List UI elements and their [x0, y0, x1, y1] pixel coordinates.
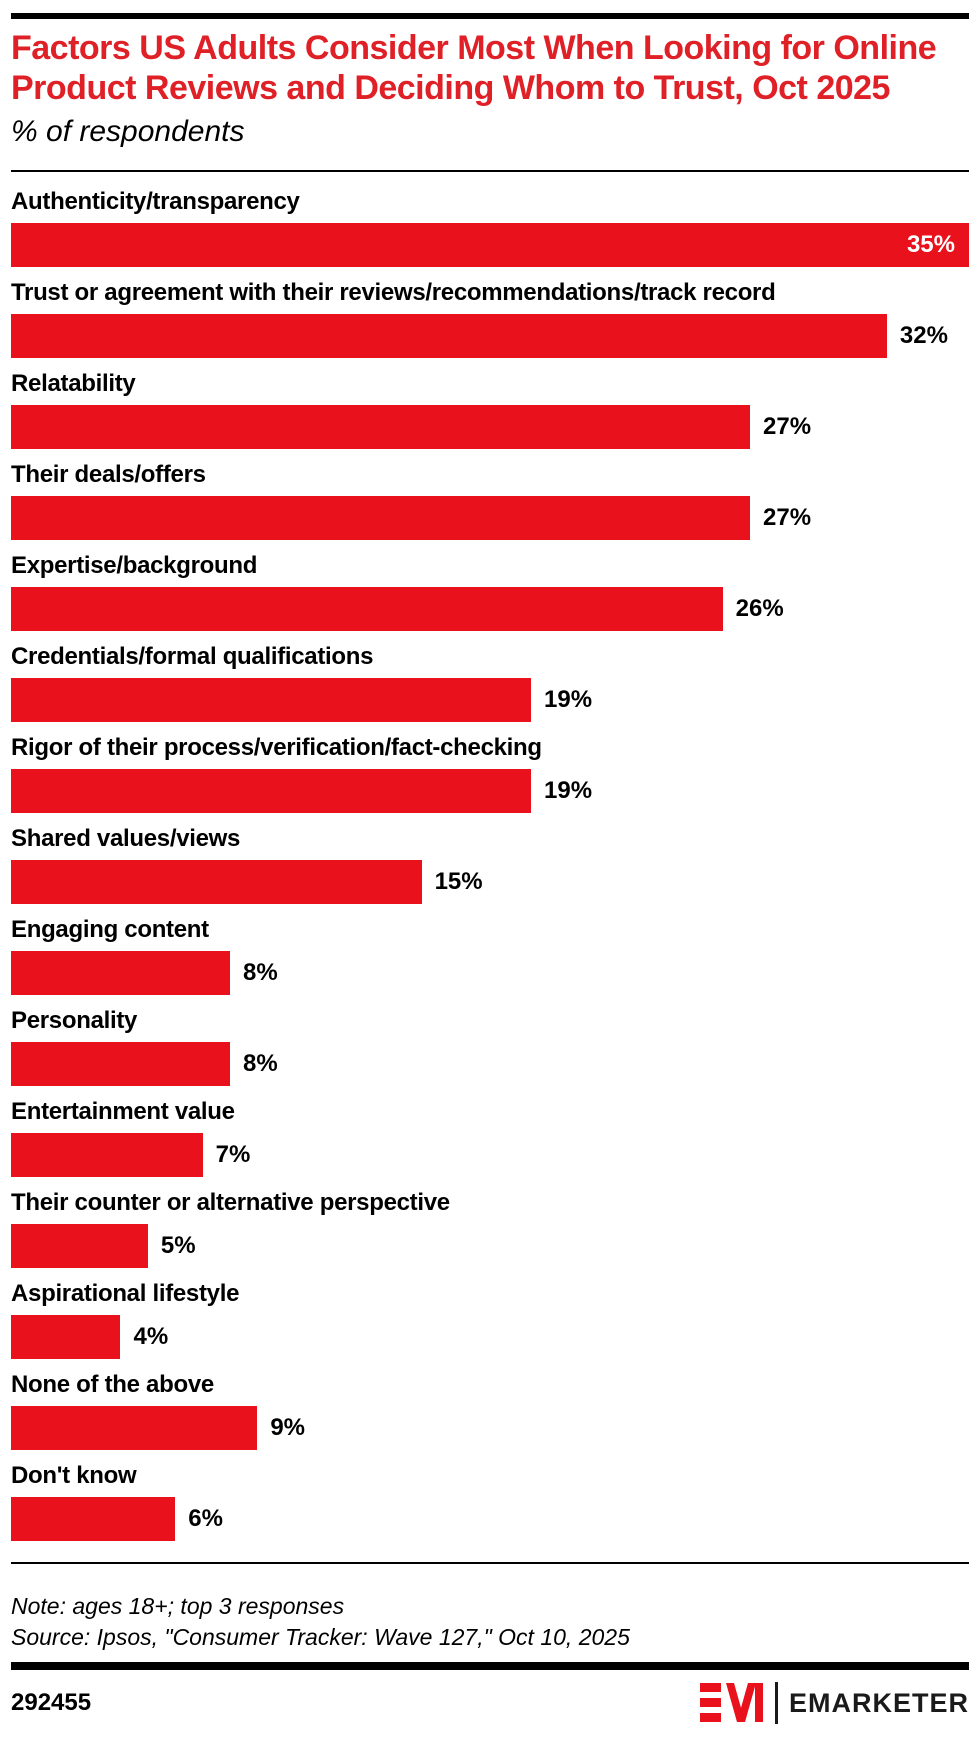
header-divider	[11, 170, 969, 172]
bar-track: 15%	[11, 860, 969, 904]
value-label: 8%	[242, 1050, 278, 1077]
brand-name: EMARKETER	[788, 1687, 969, 1718]
bar-track: 6%	[11, 1497, 969, 1541]
value-label: 35%	[906, 231, 955, 258]
bar	[11, 769, 532, 813]
value-label: 7%	[215, 1141, 251, 1168]
category-label: None of the above	[11, 1371, 214, 1398]
bar	[11, 1133, 203, 1177]
category-label: Personality	[11, 1007, 138, 1034]
category-label: Their deals/offers	[11, 461, 206, 488]
bar-row: Expertise/background 26%	[11, 551, 969, 631]
category-label: Their counter or alternative perspective	[11, 1189, 450, 1216]
value-label: 19%	[544, 777, 593, 804]
bar-row: Rigor of their process/verification/fact…	[11, 733, 969, 813]
bar-track: 5%	[11, 1224, 969, 1268]
bar-track: 8%	[11, 951, 969, 995]
bar	[11, 223, 969, 267]
bar	[11, 951, 230, 995]
bar-track: 32%	[11, 314, 969, 358]
value-label: 27%	[763, 504, 812, 531]
category-label: Credentials/formal qualifications	[11, 643, 374, 670]
bar-row: Entertainment value 7%	[11, 1097, 969, 1177]
footer-rule	[11, 1662, 969, 1670]
bar	[11, 1042, 230, 1086]
category-label: Entertainment value	[11, 1098, 235, 1125]
brand-divider	[774, 1682, 778, 1724]
category-label: Shared values/views	[11, 825, 241, 852]
bar	[11, 1406, 258, 1450]
source-line: Source: Ipsos, "Consumer Tracker: Wave 1…	[11, 1624, 630, 1650]
bar-row: Aspirational lifestyle 4%	[11, 1279, 969, 1359]
page-subtitle: % of respondents	[11, 115, 245, 148]
chart-page: { "header": { "title": "Factors US Adult…	[0, 13, 980, 1754]
value-label: 8%	[242, 959, 278, 986]
bar	[11, 314, 887, 358]
value-label: 5%	[160, 1232, 196, 1259]
value-label: 6%	[188, 1505, 223, 1532]
value-label: 19%	[544, 686, 593, 713]
value-label: 32%	[899, 322, 948, 349]
category-label: Rigor of their process/verification/fact…	[11, 734, 542, 761]
footnote-divider	[11, 1562, 969, 1564]
bar-track: 19%	[11, 678, 969, 722]
bar-row: Their counter or alternative perspective…	[11, 1188, 969, 1268]
bar-row: Don't know 6%	[11, 1461, 969, 1541]
bar-row: Relatability 27%	[11, 369, 969, 449]
category-label: Don't know	[11, 1462, 137, 1489]
bar	[11, 860, 422, 904]
bar-chart: Authenticity/transparency 35% Trust or agr…	[11, 187, 969, 1541]
bar-row: Credentials/formal qualifications 19%	[11, 642, 969, 722]
category-label: Aspirational lifestyle	[11, 1280, 240, 1307]
bar	[11, 1224, 148, 1268]
bar-row: Authenticity/transparency 35%	[11, 187, 969, 267]
brand-lockup: EMARKETER	[699, 1682, 969, 1724]
bar	[11, 587, 723, 631]
category-label: Expertise/background	[11, 552, 258, 579]
emarketer-logo-icon	[699, 1683, 763, 1722]
chart-id: 292455	[11, 1689, 92, 1716]
category-label: Engaging content	[11, 916, 209, 943]
value-label: 27%	[763, 413, 812, 440]
category-label: Trust or agreement with their reviews/re…	[11, 279, 776, 306]
value-label: 26%	[735, 595, 784, 622]
bar-track: 9%	[11, 1406, 969, 1450]
footer: 292455 EMARKETER	[11, 1682, 969, 1724]
bar-row: Personality 8%	[11, 1006, 969, 1086]
bar-track: 7%	[11, 1133, 969, 1177]
category-label: Authenticity/transparency	[11, 188, 300, 215]
bar-track: 26%	[11, 587, 969, 631]
bar-row: Engaging content 8%	[11, 915, 969, 995]
bar-track: 27%	[11, 405, 969, 449]
bar	[11, 496, 751, 540]
bar-row: Their deals/offers 27%	[11, 460, 969, 540]
value-label: 4%	[133, 1323, 169, 1350]
top-rule	[11, 13, 969, 19]
bar-track: 35%	[11, 223, 969, 267]
bar-track: 27%	[11, 496, 969, 540]
value-label: 9%	[270, 1414, 306, 1441]
bar-row: None of the above 9%	[11, 1370, 969, 1450]
bar-row: Shared values/views 15%	[11, 824, 969, 904]
bar-track: 8%	[11, 1042, 969, 1086]
bar-row: Trust or agreement with their reviews/re…	[11, 278, 969, 358]
page-title: Factors US Adults Consider Most When Loo…	[11, 29, 937, 107]
note-line: Note: ages 18+; top 3 responses	[11, 1593, 345, 1619]
bar	[11, 1497, 176, 1541]
category-label: Relatability	[11, 370, 136, 397]
bar	[11, 678, 532, 722]
bar	[11, 1315, 121, 1359]
bar	[11, 405, 751, 449]
value-label: 15%	[434, 868, 483, 895]
bar-track: 19%	[11, 769, 969, 813]
footnotes: Note: ages 18+; top 3 responses Source: …	[11, 1591, 969, 1653]
bar-track: 4%	[11, 1315, 969, 1359]
